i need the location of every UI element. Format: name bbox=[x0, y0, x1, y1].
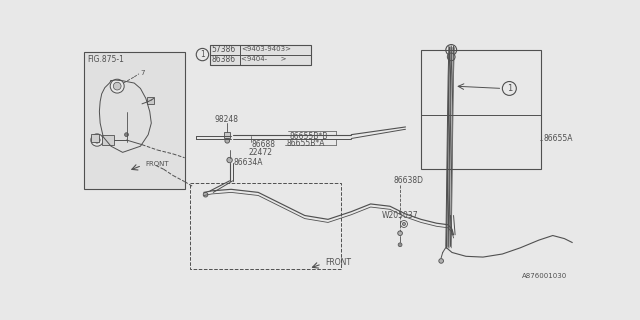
Circle shape bbox=[196, 48, 209, 61]
Circle shape bbox=[227, 157, 232, 163]
Circle shape bbox=[204, 192, 208, 197]
Circle shape bbox=[91, 134, 103, 146]
Circle shape bbox=[401, 220, 408, 228]
Text: FRONT: FRONT bbox=[145, 161, 169, 167]
Text: 86386: 86386 bbox=[212, 55, 236, 64]
Text: A876001030: A876001030 bbox=[522, 273, 566, 279]
Bar bbox=[91, 134, 99, 141]
Text: W205037: W205037 bbox=[382, 211, 419, 220]
Text: 86688: 86688 bbox=[252, 140, 275, 149]
Text: 86655B*B: 86655B*B bbox=[289, 132, 328, 141]
Text: <9403-9403>: <9403-9403> bbox=[241, 46, 291, 52]
Text: <9404-      >: <9404- > bbox=[241, 56, 287, 62]
Text: FRONT: FRONT bbox=[325, 258, 351, 267]
Text: 86655B*A: 86655B*A bbox=[286, 140, 324, 148]
Text: 86634A: 86634A bbox=[234, 158, 263, 167]
Text: 1: 1 bbox=[507, 84, 512, 93]
Text: 7: 7 bbox=[140, 70, 145, 76]
Text: 98248: 98248 bbox=[215, 115, 239, 124]
Bar bbox=[147, 97, 154, 104]
Circle shape bbox=[225, 139, 230, 143]
Circle shape bbox=[447, 53, 455, 61]
Bar bbox=[84, 52, 184, 189]
Text: 57386: 57386 bbox=[212, 45, 236, 54]
Bar bbox=[210, 44, 311, 65]
Circle shape bbox=[439, 259, 444, 263]
Bar bbox=[102, 135, 114, 145]
Circle shape bbox=[113, 82, 121, 90]
Bar bbox=[224, 132, 230, 139]
Circle shape bbox=[110, 79, 124, 93]
Circle shape bbox=[125, 133, 129, 137]
Circle shape bbox=[446, 44, 457, 55]
Circle shape bbox=[94, 137, 100, 143]
Text: 22472: 22472 bbox=[249, 148, 273, 157]
Text: 86638D: 86638D bbox=[394, 176, 424, 185]
Text: FIG.875-1: FIG.875-1 bbox=[87, 55, 124, 64]
Circle shape bbox=[398, 243, 402, 247]
Bar bbox=[190, 183, 341, 269]
Bar bbox=[421, 50, 541, 169]
Circle shape bbox=[397, 231, 403, 236]
Text: 86655A: 86655A bbox=[543, 134, 573, 143]
Text: 1: 1 bbox=[200, 50, 205, 59]
Circle shape bbox=[502, 82, 516, 95]
Circle shape bbox=[403, 222, 406, 226]
